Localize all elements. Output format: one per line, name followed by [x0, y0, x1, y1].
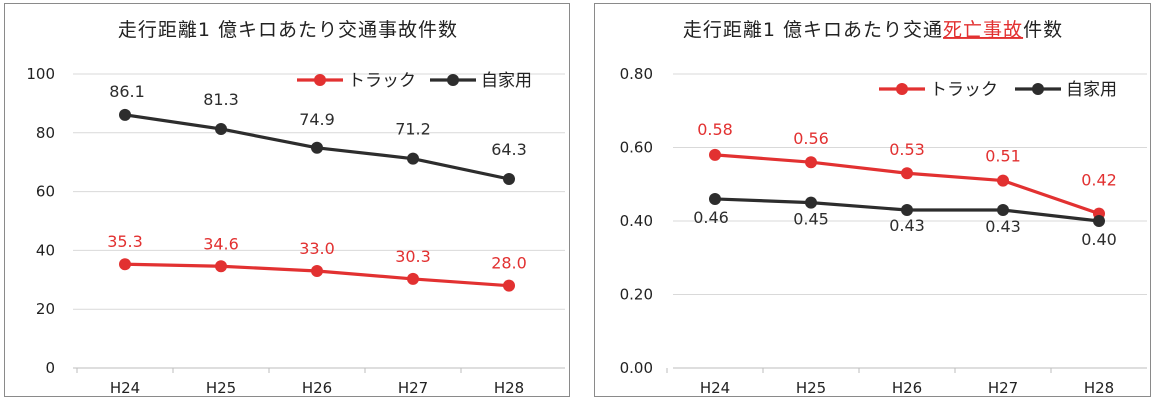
- legend-label: 自家用: [1066, 80, 1117, 100]
- data-point: [997, 174, 1009, 187]
- y-tick-label: 0.60: [620, 139, 653, 157]
- y-tick-label: 0.20: [620, 286, 653, 304]
- y-tick-label: 80: [36, 124, 55, 142]
- y-tick-label: 40: [36, 241, 55, 259]
- legend-label: トラック: [348, 71, 416, 91]
- data-label: 0.40: [1081, 230, 1117, 249]
- title-part: 走行距離1 億キロあたり交通事故件数: [118, 19, 458, 41]
- data-label: 64.3: [491, 140, 527, 159]
- legend-marker: [1032, 83, 1044, 95]
- data-point: [215, 122, 227, 135]
- chart-title: 走行距離1 億キロあたり交通死亡事故件数: [683, 19, 1063, 41]
- data-point: [119, 108, 131, 121]
- title-part: 走行距離1 億キロあたり交通: [683, 19, 943, 41]
- data-label: 30.3: [395, 247, 431, 266]
- data-label: 34.6: [203, 234, 239, 253]
- x-tick-label: H27: [988, 379, 1018, 397]
- data-point: [901, 167, 913, 180]
- data-point: [805, 196, 817, 209]
- x-tick-label: H24: [700, 379, 730, 397]
- data-point: [997, 203, 1009, 216]
- legend-marker: [896, 83, 908, 95]
- data-point: [709, 192, 721, 205]
- data-label: 33.0: [299, 239, 335, 258]
- data-label: 86.1: [109, 82, 145, 101]
- x-tick-label: H24: [110, 379, 140, 397]
- data-point: [503, 279, 515, 292]
- data-point: [311, 141, 323, 154]
- data-point: [1093, 215, 1105, 227]
- data-label: 0.58: [697, 120, 733, 139]
- data-label: 0.42: [1081, 171, 1117, 190]
- x-tick-label: H27: [398, 379, 428, 397]
- data-label: 0.43: [985, 217, 1021, 236]
- y-tick-label: 60: [36, 183, 55, 201]
- data-label: 0.46: [693, 208, 729, 227]
- y-tick-label: 20: [36, 300, 55, 318]
- data-label: 0.56: [793, 129, 829, 148]
- legend-label: 自家用: [481, 71, 532, 91]
- data-point: [215, 260, 227, 273]
- accidents-line-chart: 走行距離1 億キロあたり交通事故件数 0 20 40 60 80 100 H24 H25 H26 H…: [26, 19, 565, 397]
- y-tick-label: 0.80: [620, 65, 653, 83]
- chart-title: 走行距離1 億キロあたり交通事故件数: [118, 19, 458, 41]
- title-part: 件数: [1023, 19, 1063, 41]
- data-point: [805, 156, 817, 169]
- x-tick-label: H26: [892, 379, 922, 397]
- x-tick-label: H28: [494, 379, 524, 397]
- x-tick-label: H25: [206, 379, 236, 397]
- y-tick-label: 0.00: [620, 359, 653, 377]
- title-highlight: 死亡事故: [943, 19, 1023, 41]
- data-label: 28.0: [491, 254, 527, 273]
- data-label: 35.3: [107, 232, 143, 251]
- data-label: 0.45: [793, 210, 829, 229]
- x-tick-label: H25: [796, 379, 826, 397]
- data-point: [407, 152, 419, 165]
- chart-panel-accidents: 走行距離1 億キロあたり交通事故件数 0 20 40 60 80 100 H24 H25 H26 H…: [4, 3, 570, 397]
- data-label: 81.3: [203, 90, 239, 109]
- data-label: 71.2: [395, 120, 431, 139]
- legend-label: トラック: [930, 80, 998, 100]
- legend-marker: [314, 74, 326, 86]
- data-point: [407, 272, 419, 285]
- y-tick-label: 0: [45, 359, 55, 377]
- data-point: [311, 264, 323, 277]
- fatal-accidents-line-chart: 走行距離1 億キロあたり交通死亡事故件数 0.00 0.20 0.40 0.60 0.80…: [620, 19, 1147, 397]
- y-tick-label: 100: [26, 65, 55, 83]
- data-label: 0.51: [985, 147, 1021, 166]
- chart-panel-fatal-accidents: 走行距離1 億キロあたり交通死亡事故件数 0.00 0.20 0.40 0.60 0.80…: [594, 3, 1151, 397]
- data-label: 0.53: [889, 140, 925, 159]
- x-tick-label: H26: [302, 379, 332, 397]
- data-point: [901, 203, 913, 216]
- legend-marker: [447, 74, 459, 86]
- data-label: 0.43: [889, 216, 925, 235]
- data-point: [503, 172, 515, 185]
- data-point: [119, 258, 131, 271]
- y-tick-label: 0.40: [620, 212, 653, 230]
- data-label: 74.9: [299, 110, 335, 129]
- data-point: [709, 148, 721, 161]
- x-tick-label: H28: [1084, 379, 1114, 397]
